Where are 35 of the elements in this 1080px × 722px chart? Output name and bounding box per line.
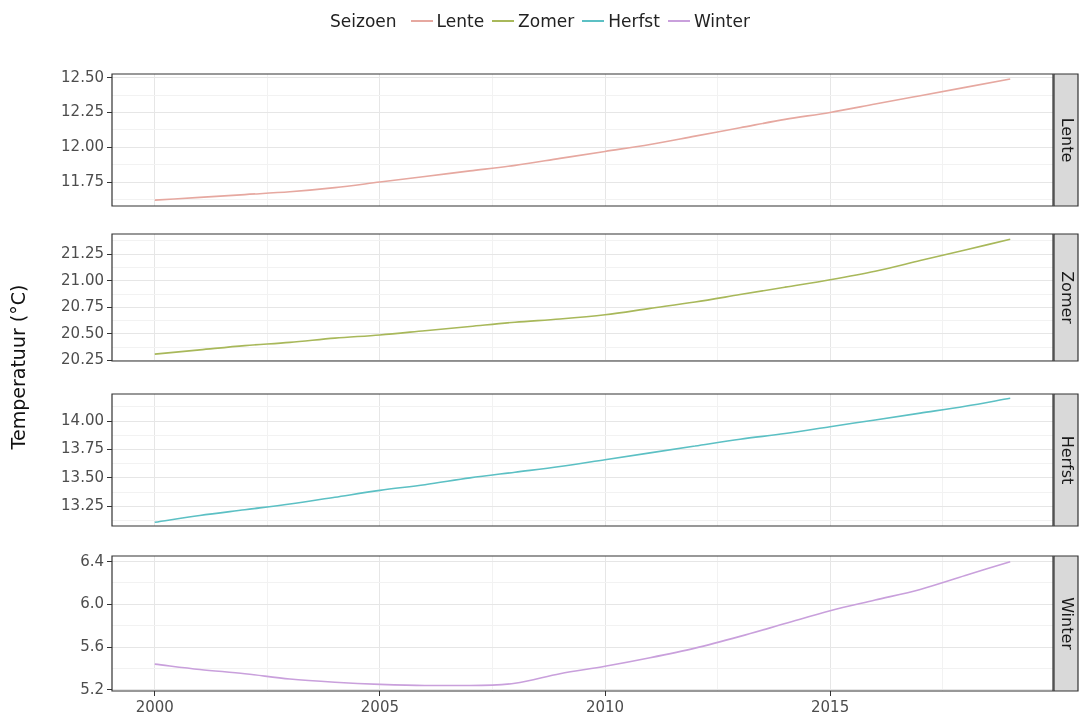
y-axis-title: Temperatuur (°C) [7,283,29,452]
x-tick-label: 2000 [135,697,174,716]
y-tick-label: 6.4 [80,551,104,570]
y-tick-label: 13.75 [61,439,104,458]
y-tick-label: 5.6 [80,636,104,655]
y-tick-label: 11.75 [61,171,104,190]
legend-label: Zomer [518,11,575,31]
x-tick-label: 2005 [360,697,399,716]
y-tick-label: 6.0 [80,594,104,613]
text: Winter [1057,597,1077,651]
y-tick-label: 12.25 [61,102,104,121]
line-series [153,78,1012,201]
y-tick-label: 5.2 [80,679,104,698]
legend-label: Herfst [608,11,660,31]
y-tick-label: 12.50 [61,67,104,86]
x-tick-label: 2015 [811,697,850,716]
y-tick-label: 14.00 [61,410,104,429]
y-tick-label: 20.75 [61,297,104,316]
y-tick-label: 20.50 [61,323,104,342]
y-tick-label: 20.25 [61,350,104,369]
y-tick-label: 21.25 [61,244,104,263]
line-series [153,397,1012,524]
line-series [153,238,1012,355]
y-tick-label: 13.25 [61,496,104,515]
legend-label: Winter [693,11,750,31]
y-tick-label: 13.50 [61,467,104,486]
x-tick-label: 2010 [585,697,625,716]
legend-title: Seizoen [330,11,397,31]
text: Herfst [1057,435,1077,485]
text: Zomer [1057,271,1077,325]
y-tick-label: 21.00 [61,270,104,289]
line-series [153,560,1012,687]
legend-label: Lente [436,11,485,31]
text: Lente [1057,117,1077,163]
y-tick-label: 12.00 [61,137,104,156]
